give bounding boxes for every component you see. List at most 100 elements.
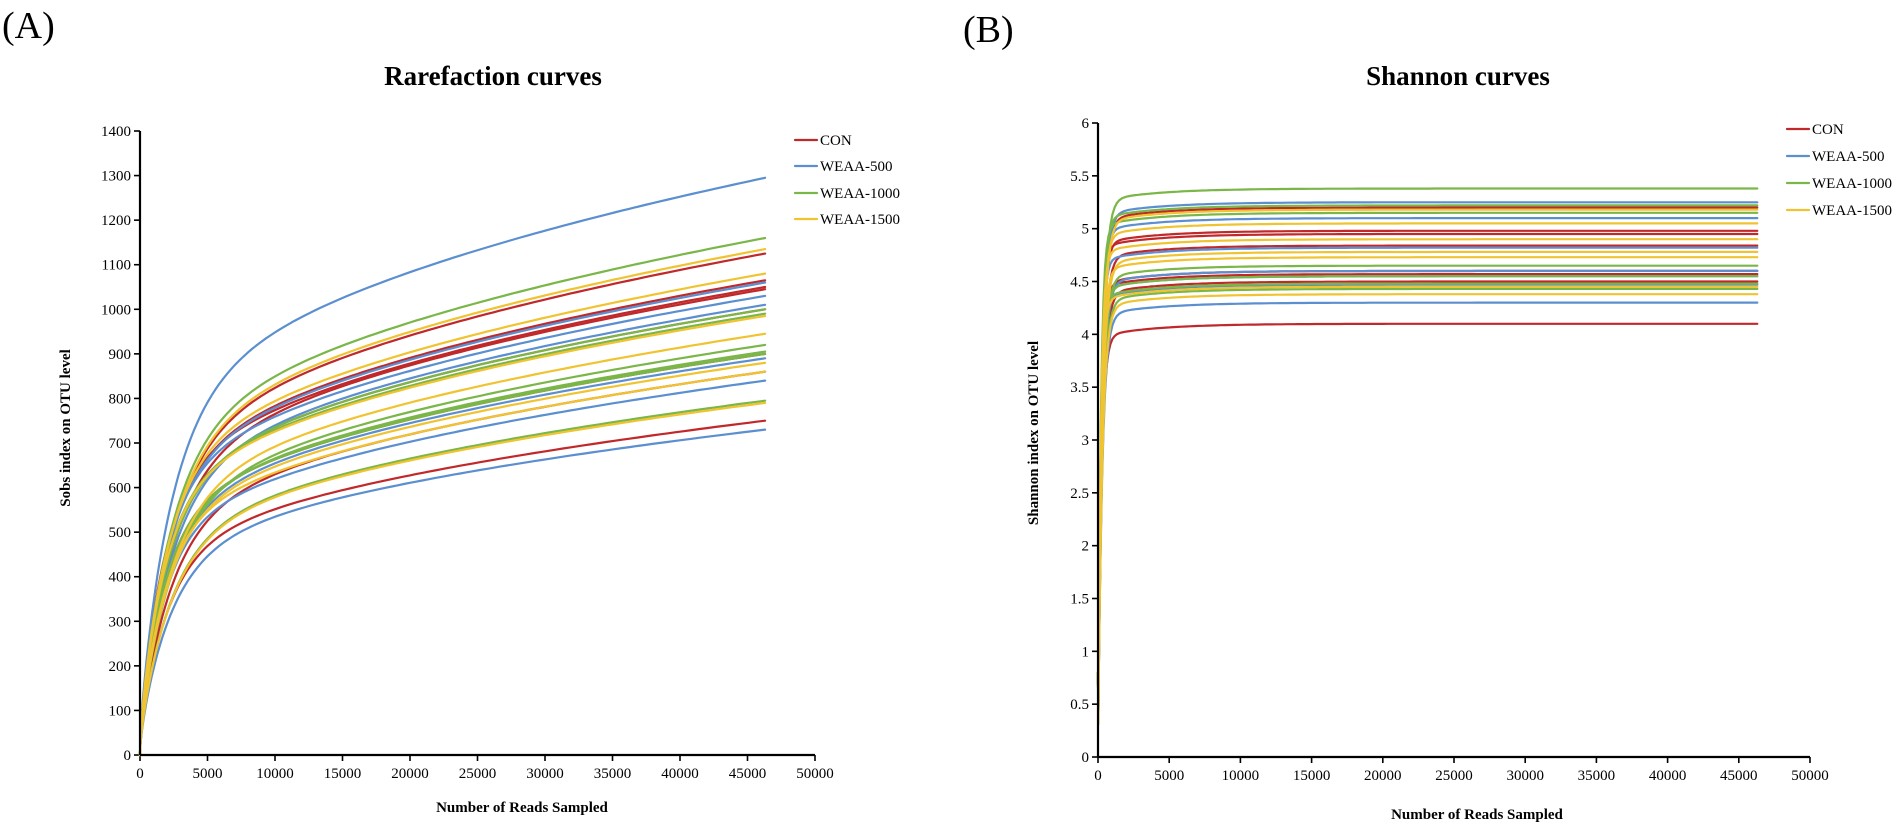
y-tick-label: 1 <box>1082 644 1090 660</box>
curve-weaa-1500 <box>138 401 767 757</box>
panel-b-x-ticks: 0 5000 10000 15000 20000 25000 30000 35000 40000… <box>1094 757 1829 784</box>
curve-weaa-500 <box>138 379 767 757</box>
x-tick-label: 35000 <box>1578 768 1616 784</box>
panel-b: (B) Shannon curves Shannon index on OTU … <box>963 9 1892 823</box>
legend-label-weaa-1500: WEAA-1500 <box>820 212 900 228</box>
curve-weaa-1000 <box>138 308 767 757</box>
panel-a-xlabel: Number of Reads Sampled <box>436 800 608 816</box>
curve-weaa-1000 <box>1096 275 1759 716</box>
panel-a-legend: CON WEAA-500 WEAA-1000 WEAA-1500 <box>793 133 900 228</box>
curve-weaa-1500 <box>1096 250 1759 721</box>
y-tick-label: 1000 <box>101 302 131 318</box>
legend-label-weaa-1000: WEAA-1000 <box>1812 176 1892 192</box>
y-tick-label: 800 <box>109 391 132 407</box>
curve-weaa-1500 <box>1096 285 1759 709</box>
curve-weaa-1000 <box>1096 187 1759 717</box>
y-tick-label: 2 <box>1082 539 1090 555</box>
x-tick-label: 0 <box>1094 768 1102 784</box>
y-tick-label: 700 <box>109 436 132 452</box>
panel-a-ylabel: Sobs index on OTU level <box>58 349 74 507</box>
x-tick-label: 50000 <box>796 766 834 782</box>
panel-a-x-ticks: 0 5000 10000 15000 20000 25000 30000 35000 40000… <box>136 755 834 782</box>
y-tick-label: 400 <box>109 570 132 586</box>
curve-weaa-500 <box>1096 301 1759 725</box>
curve-weaa-500 <box>1096 246 1759 705</box>
y-tick-label: 2.5 <box>1070 486 1089 502</box>
curve-con <box>1096 322 1759 720</box>
y-tick-label: 600 <box>109 481 132 497</box>
x-tick-label: 5000 <box>193 766 223 782</box>
curve-weaa-500 <box>138 303 767 757</box>
curve-weaa-1500 <box>138 361 767 757</box>
x-tick-label: 30000 <box>526 766 564 782</box>
curve-weaa-1000 <box>138 350 767 757</box>
curve-weaa-1500 <box>1096 222 1759 711</box>
y-tick-label: 6 <box>1082 116 1090 132</box>
curve-con <box>1096 229 1759 712</box>
x-tick-label: 25000 <box>1435 768 1473 784</box>
panel-a-title: Rarefaction curves <box>384 61 602 91</box>
panel-a-label: (A) <box>2 5 55 47</box>
legend-label-weaa-500: WEAA-500 <box>820 159 892 175</box>
panel-b-legend: CON WEAA-500 WEAA-1000 WEAA-1500 <box>1785 122 1892 219</box>
x-tick-label: 0 <box>136 766 144 782</box>
y-tick-label: 900 <box>109 347 132 363</box>
x-tick-label: 15000 <box>1293 768 1331 784</box>
curve-weaa-1500 <box>1096 293 1759 724</box>
x-tick-label: 15000 <box>324 766 362 782</box>
y-tick-label: 3.5 <box>1070 380 1089 396</box>
curve-weaa-1000 <box>138 312 767 757</box>
curve-con <box>1096 206 1759 718</box>
curve-weaa-500 <box>138 176 767 757</box>
panel-b-curves <box>1096 187 1759 725</box>
curve-weaa-1500 <box>138 370 767 757</box>
y-tick-label: 1100 <box>102 258 131 274</box>
panel-a-y-ticks: 0 100 200 300 400 500 600 700 800 900 1000 1100 1200… <box>101 124 140 764</box>
y-tick-label: 0 <box>1082 750 1090 766</box>
curve-weaa-500 <box>1096 283 1759 709</box>
curve-weaa-1500 <box>1096 238 1759 704</box>
x-tick-label: 35000 <box>594 766 632 782</box>
x-tick-label: 30000 <box>1506 768 1544 784</box>
y-tick-label: 4 <box>1082 327 1090 343</box>
legend-label-weaa-1500: WEAA-1500 <box>1812 203 1892 219</box>
curve-con <box>1096 280 1759 724</box>
curve-weaa-500 <box>1096 275 1759 716</box>
y-tick-label: 500 <box>109 525 132 541</box>
panel-b-ylabel: Shannon index on OTU level <box>1026 341 1042 525</box>
curve-weaa-1000 <box>1096 264 1759 722</box>
y-tick-label: 0 <box>124 748 132 764</box>
curve-weaa-500 <box>1096 217 1759 710</box>
panel-b-xlabel: Number of Reads Sampled <box>1391 807 1563 823</box>
y-tick-label: 200 <box>109 659 132 675</box>
x-tick-label: 40000 <box>1649 768 1687 784</box>
legend-label-con: CON <box>1812 122 1844 138</box>
y-tick-label: 1300 <box>101 169 131 185</box>
x-tick-label: 10000 <box>1222 768 1260 784</box>
curve-con <box>1096 269 1759 715</box>
y-tick-label: 4.5 <box>1070 275 1089 291</box>
x-tick-label: 45000 <box>729 766 767 782</box>
curve-weaa-1500 <box>1096 208 1759 718</box>
y-tick-label: 0.5 <box>1070 697 1089 713</box>
y-tick-label: 1.5 <box>1070 592 1089 608</box>
curve-weaa-500 <box>1096 269 1759 723</box>
y-tick-label: 1200 <box>101 213 131 229</box>
curve-weaa-500 <box>138 428 767 757</box>
panel-b-y-ticks: 0 0.5 1 1.5 2 2.5 3 3.5 4 4.5 5 5.5 6 <box>1070 116 1098 766</box>
curve-con <box>1096 244 1759 721</box>
panel-b-title: Shannon curves <box>1366 61 1550 91</box>
curve-weaa-1000 <box>1096 282 1759 709</box>
legend-label-weaa-1000: WEAA-1000 <box>820 186 900 202</box>
y-tick-label: 3 <box>1082 433 1090 449</box>
curve-weaa-1500 <box>138 332 767 757</box>
curve-weaa-1500 <box>138 272 767 757</box>
curve-con <box>1096 232 1759 704</box>
panel-a-curves <box>138 176 767 757</box>
y-tick-label: 5 <box>1082 222 1090 238</box>
curve-weaa-1000 <box>138 236 767 757</box>
y-tick-label: 1400 <box>101 124 131 140</box>
x-tick-label: 20000 <box>391 766 429 782</box>
curve-con <box>1096 273 1759 708</box>
curve-con <box>138 285 767 757</box>
